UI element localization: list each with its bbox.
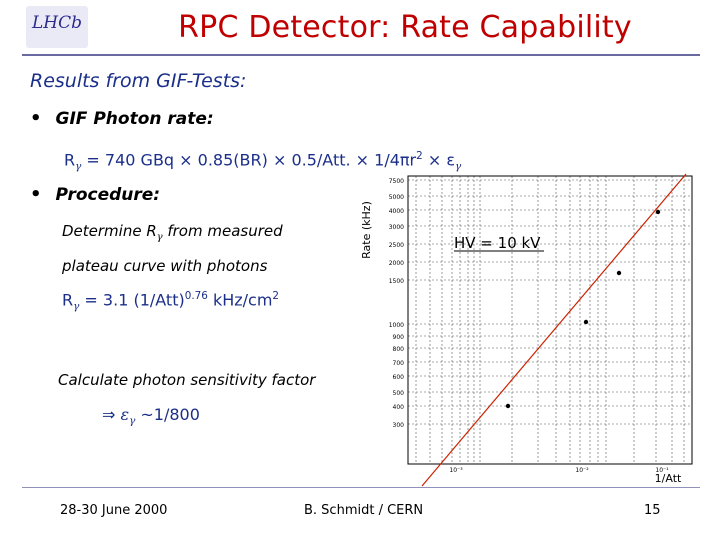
procedure-line-1: Determine Rγ from measured — [62, 222, 283, 243]
photon-rate-formula: Rγ = 740 GBq × 0.85(BR) × 0.5/Att. × 1/4… — [64, 150, 462, 173]
logo-text: LHCb — [31, 13, 82, 33]
bullet-marker: • — [30, 108, 42, 129]
page-number: 15 — [644, 503, 661, 518]
y-tick-label: 5000 — [389, 194, 404, 201]
y-tick-label: 500 — [393, 390, 405, 397]
data-point — [583, 319, 589, 325]
y-tick-label: 4000 — [389, 208, 404, 215]
bullet-photon-rate: • GIF Photon rate: — [30, 108, 214, 129]
procedure-line-2: plateau curve with photons — [62, 257, 268, 275]
x-tick-labels: 10⁻³ 10⁻² 10⁻¹ — [449, 467, 669, 474]
y-tick-label: 2000 — [389, 260, 404, 267]
x-tick-label: 10⁻² — [575, 467, 589, 474]
data-point — [655, 209, 661, 215]
lhcb-logo: LHCb — [26, 6, 88, 48]
bullet-text: Procedure: — [55, 185, 161, 205]
data-point — [505, 403, 511, 409]
y-tick-label: 900 — [393, 334, 405, 341]
y-tick-label: 1000 — [389, 322, 404, 329]
y-axis-label: Rate (kHz) — [360, 201, 373, 259]
y-tick-label: 7500 — [389, 178, 404, 185]
rate-vs-attenuation-plot: 7500 5000 4000 3000 2500 2000 1500 1000 900 800 70… — [360, 173, 693, 487]
data-points — [505, 209, 661, 409]
x-axis-label: 1/Att — [655, 472, 682, 485]
footer-divider — [22, 487, 700, 488]
data-point — [616, 270, 622, 276]
y-tick-label: 600 — [393, 374, 405, 381]
y-tick-label: 2500 — [389, 242, 404, 249]
y-tick-label: 700 — [393, 360, 405, 367]
y-tick-label: 400 — [393, 404, 405, 411]
footer-date: 28-30 June 2000 — [60, 503, 168, 518]
plot-grid — [408, 176, 692, 464]
section-heading: Results from GIF-Tests: — [30, 70, 247, 92]
y-tick-label: 3000 — [389, 224, 404, 231]
y-tick-label: 300 — [393, 422, 405, 429]
plot-frame — [407, 175, 693, 465]
calculate-line: Calculate photon sensitivity factor — [58, 371, 316, 389]
slide-title: RPC Detector: Rate Capability — [178, 10, 632, 45]
y-tick-label: 1500 — [389, 278, 404, 285]
x-tick-label: 10⁻³ — [449, 467, 463, 474]
title-divider — [22, 54, 700, 56]
rate-fit-formula: Rγ = 3.1 (1/Att)0.76 kHz/cm2 — [62, 290, 280, 313]
y-tick-labels: 7500 5000 4000 3000 2500 2000 1500 1000 900 800 70… — [389, 178, 404, 429]
bullet-text: GIF Photon rate: — [55, 109, 214, 129]
hv-annotation: HV = 10 kV — [454, 234, 541, 252]
footer-author: B. Schmidt / CERN — [304, 503, 424, 518]
fit-line — [421, 173, 687, 487]
sensitivity-result: ⇒ εγ ~1/800 — [102, 405, 200, 428]
bullet-procedure: • Procedure: — [30, 184, 160, 205]
bullet-marker: • — [30, 184, 42, 205]
x-tick-label: 10⁻¹ — [655, 467, 669, 474]
y-tick-label: 800 — [393, 346, 405, 353]
